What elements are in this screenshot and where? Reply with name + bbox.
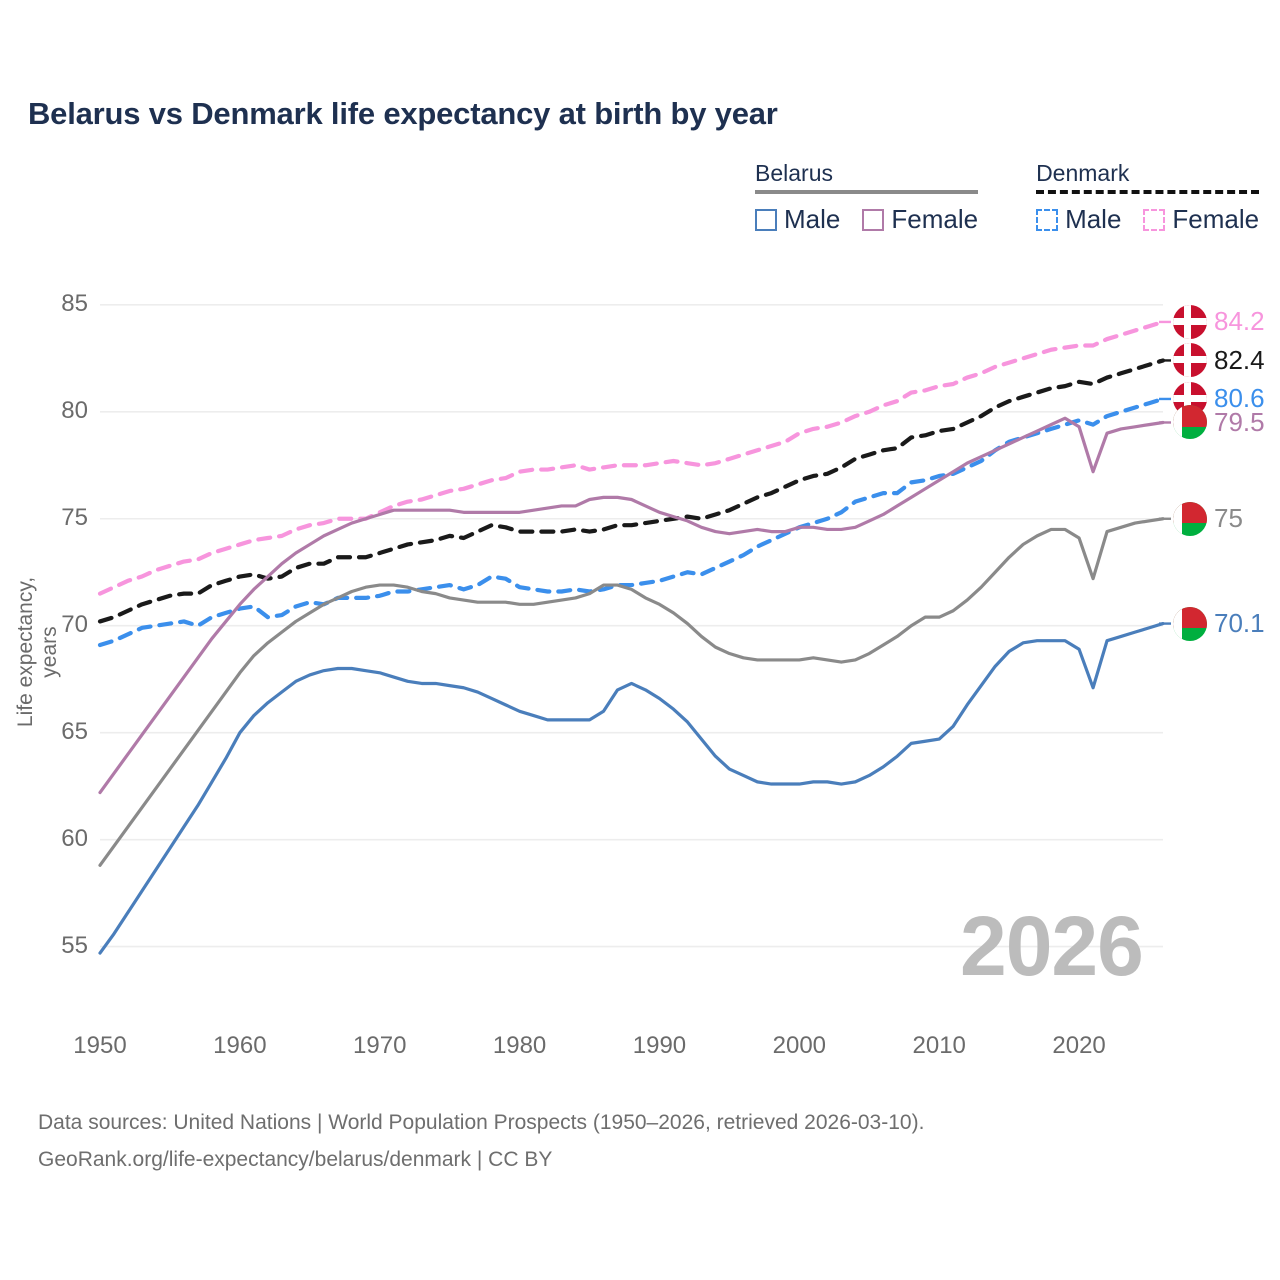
legend-item-label: Female bbox=[891, 204, 979, 234]
end-label-belarus-total[interactable]: 75 bbox=[1173, 501, 1243, 536]
end-label-value: 80.6 bbox=[1214, 383, 1265, 414]
legend-item-belarus-male[interactable]: Male bbox=[755, 204, 840, 235]
x-tick-label: 1950 bbox=[73, 1032, 127, 1059]
legend-item-belarus-female[interactable]: Female bbox=[862, 204, 978, 235]
chart-footer: Data sources: United Nations | World Pop… bbox=[38, 1105, 924, 1179]
series-line-denmark-female bbox=[97, 319, 1166, 596]
footer-line-attribution: GeoRank.org/life-expectancy/belarus/denm… bbox=[38, 1147, 553, 1171]
legend-country-label: Denmark bbox=[1036, 160, 1130, 186]
y-axis-label: Life expectancy, years bbox=[14, 576, 61, 728]
belarus-flag-icon bbox=[1173, 501, 1207, 536]
end-label-belarus-male[interactable]: 70.1 bbox=[1173, 606, 1265, 641]
legend-group-belarus: Belarus Male Female bbox=[755, 160, 979, 235]
year-watermark: 2026 bbox=[960, 899, 1144, 993]
x-tick-label: 1960 bbox=[213, 1032, 267, 1059]
footer-line-sources: Data sources: United Nations | World Pop… bbox=[38, 1111, 925, 1134]
end-label-value: 70.1 bbox=[1214, 608, 1265, 639]
end-label-value: 75 bbox=[1214, 503, 1243, 534]
y-tick-label: 60 bbox=[61, 824, 88, 852]
y-tick-label: 85 bbox=[61, 289, 88, 317]
x-tick-label: 1970 bbox=[353, 1032, 407, 1059]
legend-country-label: Belarus bbox=[755, 160, 833, 186]
x-tick-label: 2020 bbox=[1052, 1032, 1106, 1059]
legend-swatch-icon bbox=[1036, 208, 1059, 231]
legend-group-denmark: Denmark Male Female bbox=[1036, 160, 1260, 235]
end-label-denmark-male[interactable]: 80.6 bbox=[1173, 381, 1265, 416]
y-tick-label: 80 bbox=[61, 396, 88, 424]
belarus-flag-icon bbox=[1173, 606, 1207, 641]
legend-country-rule bbox=[1036, 190, 1260, 194]
y-tick-label: 70 bbox=[61, 610, 88, 638]
legend-item-denmark-male[interactable]: Male bbox=[1036, 204, 1121, 235]
legend-items: Male Female bbox=[755, 204, 978, 235]
legend-swatch-icon bbox=[862, 208, 885, 231]
y-tick-label: 55 bbox=[61, 931, 88, 959]
y-tick-label: 65 bbox=[61, 717, 88, 745]
legend-item-label: Female bbox=[1172, 204, 1260, 234]
end-label-denmark-total[interactable]: 82.4 bbox=[1173, 343, 1265, 378]
legend-swatch-icon bbox=[1143, 208, 1166, 231]
page-title: Belarus vs Denmark life expectancy at bi… bbox=[28, 96, 778, 131]
end-label-value: 84.2 bbox=[1214, 306, 1265, 337]
end-label-value: 79.5 bbox=[1214, 406, 1265, 437]
series-line-belarus-total bbox=[98, 517, 1165, 867]
belarus-flag-icon bbox=[1173, 405, 1207, 440]
x-tick-label: 1980 bbox=[492, 1032, 547, 1059]
denmark-flag-icon bbox=[1173, 343, 1207, 378]
legend-item-label: Male bbox=[784, 204, 841, 234]
end-label-value: 82.4 bbox=[1214, 344, 1265, 375]
x-tick-label: 2010 bbox=[912, 1032, 966, 1059]
end-label-denmark-female[interactable]: 84.2 bbox=[1173, 304, 1265, 339]
legend-country-rule bbox=[755, 190, 979, 194]
series-line-denmark-total bbox=[97, 358, 1166, 624]
legend-swatch-icon bbox=[755, 208, 777, 231]
x-tick-label: 1990 bbox=[632, 1032, 687, 1059]
legend-items: Male Female bbox=[1036, 204, 1259, 235]
legend-item-label: Male bbox=[1065, 204, 1122, 234]
end-label-belarus-female[interactable]: 79.5 bbox=[1173, 405, 1265, 440]
series-line-belarus-female bbox=[98, 416, 1165, 795]
y-tick-label: 75 bbox=[61, 503, 88, 531]
x-tick-label: 2000 bbox=[772, 1032, 827, 1059]
legend-item-denmark-female[interactable]: Female bbox=[1143, 204, 1259, 235]
denmark-flag-icon bbox=[1173, 304, 1207, 339]
series-line-denmark-male bbox=[97, 396, 1166, 648]
chart-legend: Belarus Male Female Denmark Male Female bbox=[755, 160, 1260, 235]
